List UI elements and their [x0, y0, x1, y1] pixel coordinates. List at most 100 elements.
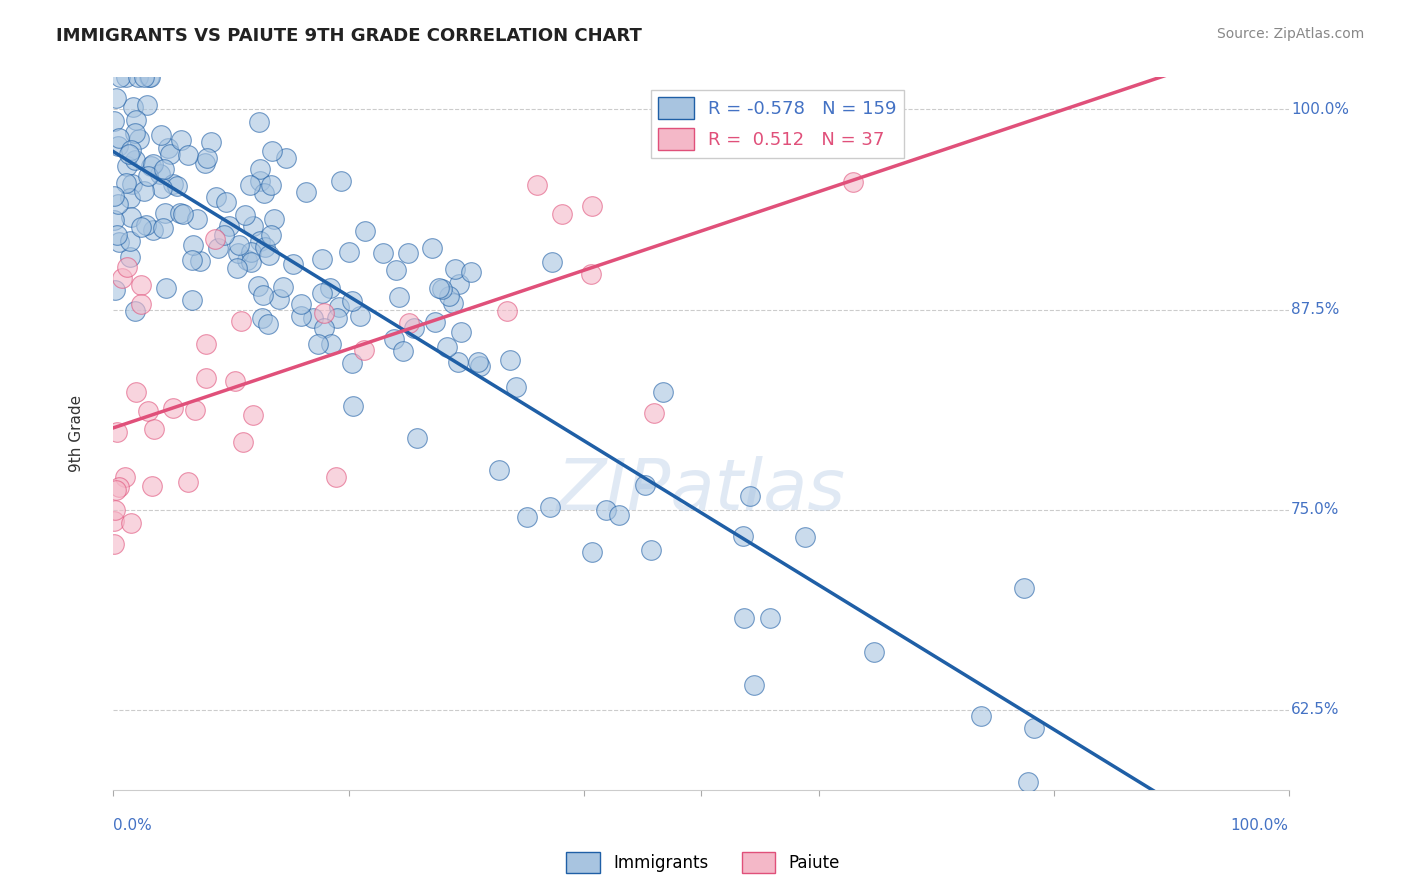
Point: [640, 543, 662, 558]
Point: [249, 114, 271, 128]
Point: [314, 306, 336, 320]
Point: [114, 470, 136, 484]
Point: [110, 70, 132, 85]
Text: ZIPatlas: ZIPatlas: [557, 456, 845, 525]
Point: [195, 337, 218, 351]
Point: [242, 408, 264, 422]
Point: [311, 286, 333, 301]
Point: [150, 181, 173, 195]
Point: [135, 97, 157, 112]
Point: [276, 151, 298, 165]
Point: [139, 160, 162, 174]
Point: [103, 113, 125, 128]
Point: [643, 406, 665, 420]
Point: [195, 370, 218, 384]
Point: [180, 252, 202, 267]
Point: [388, 290, 411, 304]
Point: [152, 220, 174, 235]
Point: [1024, 722, 1046, 736]
Text: 100.0%: 100.0%: [1230, 819, 1289, 833]
Point: [194, 156, 217, 170]
Point: [159, 147, 181, 161]
Point: [132, 70, 155, 85]
Point: [267, 292, 290, 306]
Point: [354, 224, 377, 238]
Point: [392, 344, 415, 359]
Point: [257, 317, 280, 331]
Point: [105, 483, 128, 497]
Legend: Immigrants, Paiute: Immigrants, Paiute: [560, 846, 846, 880]
Point: [437, 289, 460, 303]
Point: [170, 133, 193, 147]
Point: [262, 145, 284, 159]
Point: [260, 227, 283, 242]
Point: [423, 315, 446, 329]
Text: IMMIGRANTS VS PAIUTE 9TH GRADE CORRELATION CHART: IMMIGRANTS VS PAIUTE 9TH GRADE CORRELATI…: [56, 27, 643, 45]
Point: [108, 479, 131, 493]
Point: [257, 247, 280, 261]
Point: [115, 70, 138, 85]
Point: [579, 267, 602, 281]
Point: [136, 169, 159, 184]
Point: [226, 245, 249, 260]
Point: [294, 185, 316, 199]
Text: 9th Grade: 9th Grade: [69, 395, 84, 472]
Point: [793, 530, 815, 544]
Point: [444, 262, 467, 277]
Point: [340, 356, 363, 370]
Point: [136, 404, 159, 418]
Point: [970, 709, 993, 723]
Point: [200, 136, 222, 150]
Point: [581, 198, 603, 212]
Point: [142, 223, 165, 237]
Point: [516, 510, 538, 524]
Point: [103, 514, 125, 528]
Point: [117, 159, 139, 173]
Point: [252, 288, 274, 302]
Point: [607, 508, 630, 522]
Text: 62.5%: 62.5%: [1291, 702, 1340, 717]
Point: [124, 153, 146, 168]
Point: [240, 254, 263, 268]
Point: [118, 250, 141, 264]
Point: [186, 211, 208, 226]
Point: [176, 148, 198, 162]
Point: [242, 219, 264, 233]
Point: [142, 421, 165, 435]
Point: [302, 311, 325, 326]
Point: [371, 246, 394, 260]
Point: [107, 235, 129, 250]
Point: [396, 246, 419, 260]
Point: [1012, 581, 1035, 595]
Point: [420, 241, 443, 255]
Point: [281, 257, 304, 271]
Point: [103, 537, 125, 551]
Point: [382, 332, 405, 346]
Point: [232, 435, 254, 450]
Point: [538, 500, 561, 514]
Point: [226, 261, 249, 276]
Point: [138, 70, 160, 85]
Point: [153, 162, 176, 177]
Point: [149, 167, 172, 181]
Point: [162, 401, 184, 415]
Point: [155, 281, 177, 295]
Text: 87.5%: 87.5%: [1291, 302, 1340, 317]
Point: [239, 178, 262, 193]
Text: 0.0%: 0.0%: [114, 819, 152, 833]
Point: [731, 529, 754, 543]
Point: [129, 219, 152, 234]
Text: 75.0%: 75.0%: [1291, 502, 1340, 517]
Point: [205, 189, 228, 203]
Point: [188, 254, 211, 268]
Point: [104, 502, 127, 516]
Point: [118, 234, 141, 248]
Point: [207, 241, 229, 255]
Point: [181, 293, 204, 307]
Point: [239, 244, 262, 259]
Point: [107, 196, 129, 211]
Point: [141, 478, 163, 492]
Point: [156, 140, 179, 154]
Point: [249, 174, 271, 188]
Point: [139, 70, 162, 85]
